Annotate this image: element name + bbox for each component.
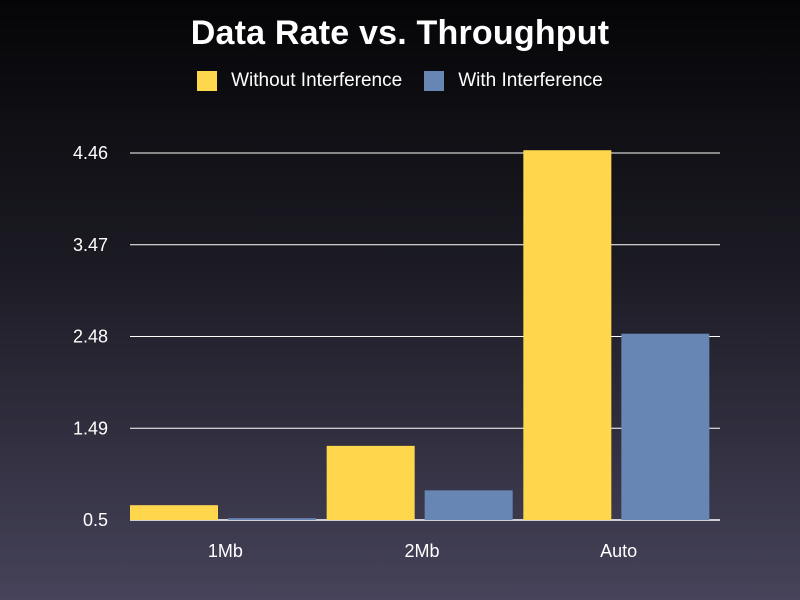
legend-item-without-interference: Without Interference: [197, 70, 402, 92]
y-tick-label: 0.5: [83, 510, 108, 530]
bar-without-interference: [130, 505, 218, 520]
y-tick-label: 3.47: [73, 235, 108, 255]
bar-without-interference: [523, 150, 612, 520]
legend-item-with-interference: With Interference: [424, 70, 603, 92]
bar-with-interference: [621, 333, 710, 520]
legend-label-with-interference: With Interference: [458, 70, 603, 91]
legend-swatch-with-interference: [424, 71, 445, 91]
y-tick-label: 2.48: [73, 327, 108, 347]
y-tick-label: 1.49: [73, 418, 108, 438]
bar-with-interference: [424, 490, 513, 520]
legend-swatch-without-interference: [197, 71, 218, 91]
bar-without-interference: [326, 445, 415, 520]
bar-with-interference: [228, 518, 316, 520]
y-tick-label: 4.46: [73, 143, 108, 163]
legend-label-without-interference: Without Interference: [231, 70, 403, 91]
x-tick-label: 2Mb: [404, 541, 439, 561]
x-tick-label: 1Mb: [208, 541, 243, 561]
chart-title: Data Rate vs. Throughput: [190, 14, 610, 52]
legend: Without Interference With Interference: [0, 70, 800, 92]
x-tick-label: Auto: [600, 541, 637, 561]
